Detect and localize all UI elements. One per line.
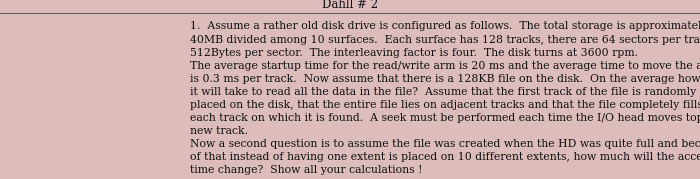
Text: new track.: new track. bbox=[190, 126, 248, 136]
Text: placed on the disk, that the entire file lies on adjacent tracks and that the fi: placed on the disk, that the entire file… bbox=[190, 100, 700, 110]
Text: Dahll # 2: Dahll # 2 bbox=[322, 0, 378, 11]
Text: 512Bytes per sector.  The interleaving factor is four.  The disk turns at 3600 r: 512Bytes per sector. The interleaving fa… bbox=[190, 48, 638, 58]
Text: 40MB divided among 10 surfaces.  Each surface has 128 tracks, there are 64 secto: 40MB divided among 10 surfaces. Each sur… bbox=[190, 35, 700, 45]
Text: The average startup time for the read/write arm is 20 ms and the average time to: The average startup time for the read/wr… bbox=[190, 61, 700, 71]
Text: time change?  Show all your calculations !: time change? Show all your calculations … bbox=[190, 165, 423, 175]
Text: is 0.3 ms per track.  Now assume that there is a 128KB file on the disk.  On the: is 0.3 ms per track. Now assume that the… bbox=[190, 74, 700, 84]
Text: 1.  Assume a rather old disk drive is configured as follows.  The total storage : 1. Assume a rather old disk drive is con… bbox=[190, 21, 700, 32]
Text: Now a second question is to assume the file was created when the HD was quite fu: Now a second question is to assume the f… bbox=[190, 139, 700, 149]
Text: it will take to read all the data in the file?  Assume that the first track of t: it will take to read all the data in the… bbox=[190, 87, 696, 97]
Text: each track on which it is found.  A seek must be performed each time the I/O hea: each track on which it is found. A seek … bbox=[190, 113, 700, 123]
Text: of that instead of having one extent is placed on 10 different extents, how much: of that instead of having one extent is … bbox=[190, 152, 700, 162]
